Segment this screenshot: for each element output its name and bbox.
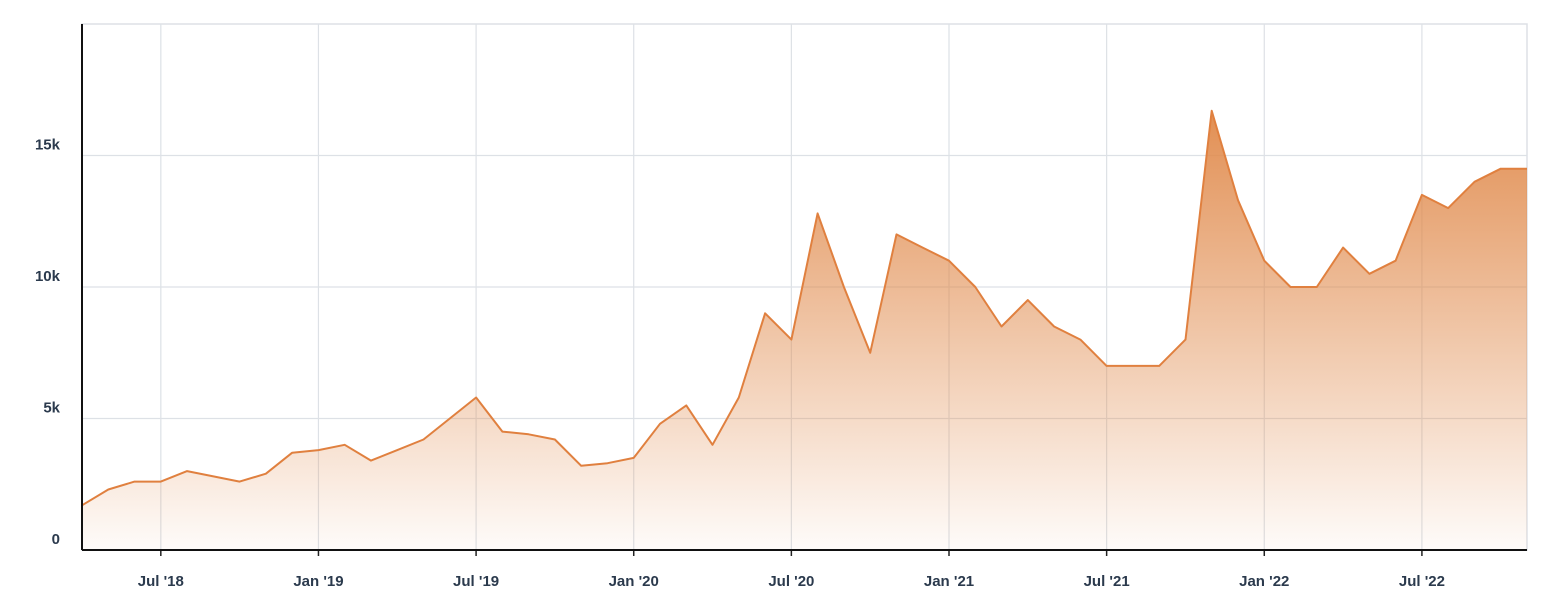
x-tick-label: Jul '21: [1084, 573, 1130, 590]
x-tick-label: Jan '22: [1239, 573, 1289, 590]
x-tick-label: Jul '22: [1399, 573, 1445, 590]
y-tick-label: 10k: [35, 268, 61, 285]
x-tick-label: Jan '19: [293, 573, 343, 590]
x-tick-label: Jan '20: [609, 573, 659, 590]
x-tick-label: Jan '21: [924, 573, 974, 590]
y-tick-label: 5k: [43, 399, 60, 416]
y-tick-label: 0: [52, 531, 60, 548]
area-fill: [82, 110, 1527, 551]
x-tick-label: Jul '18: [138, 573, 184, 590]
line: [81, 109, 1527, 507]
x-tick-label: Jul '20: [768, 573, 814, 590]
y-tick-label: 15k: [35, 136, 61, 153]
x-tick-label: Jul '19: [453, 573, 499, 590]
